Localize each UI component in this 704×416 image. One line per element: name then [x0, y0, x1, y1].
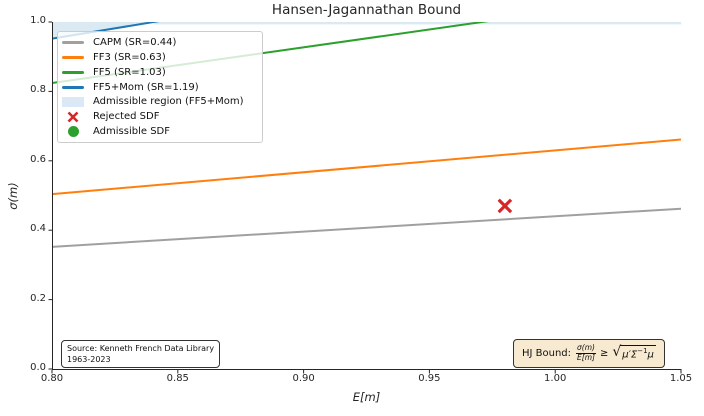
legend-item-label: Admissible SDF: [93, 126, 170, 138]
legend-item-admissible-region: Admissible region (FF5+Mom): [62, 94, 258, 109]
line-swatch-icon: [62, 85, 84, 89]
circle-marker-icon: [62, 126, 84, 138]
legend: CAPM (SR=0.44) FF3 (SR=0.63) FF5 (SR=1.0…: [57, 31, 263, 143]
legend-item-ff3: FF3 (SR=0.63): [62, 50, 258, 65]
x-tick-label: 1.00: [544, 373, 567, 384]
legend-item-label: FF5 (SR=1.03): [93, 66, 166, 78]
y-tick-label: 0.2: [30, 292, 46, 304]
x-axis-label: E[m]: [352, 390, 381, 404]
hj-bound-annotation-box: HJ Bound: σ(m) E[m] ≥ √ μ′Σ−1μ: [513, 339, 665, 368]
rejected-sdf-marker: [497, 198, 513, 214]
legend-item-ff5mom: FF5+Mom (SR=1.19): [62, 80, 258, 95]
y-tick-label: 0.4: [30, 223, 46, 235]
source-annotation-box: Source: Kenneth French Data Library 1963…: [61, 340, 221, 369]
y-tick-label: 0.0: [30, 362, 46, 373]
chart-title: Hansen-Jagannathan Bound: [271, 2, 462, 18]
hj-radicand: μ′Σ−1μ: [620, 345, 656, 361]
legend-item-admissible-sdf: Admissible SDF: [62, 124, 258, 139]
x-tick-label: 0.85: [166, 373, 189, 384]
x-tick-label: 0.90: [292, 373, 315, 384]
x-tick-label: 0.95: [418, 373, 441, 384]
y-tick-label: 0.8: [30, 84, 46, 96]
hj-sqrt: √ μ′Σ−1μ: [612, 345, 656, 361]
source-line2: 1963-2023: [67, 355, 111, 365]
hj-fraction-numerator: σ(m): [576, 343, 596, 354]
legend-item-label: CAPM (SR=0.44): [93, 36, 177, 48]
x-marker-icon: [62, 111, 84, 123]
legend-item-label: FF5+Mom (SR=1.19): [93, 81, 199, 93]
hj-fraction: σ(m) E[m]: [576, 344, 596, 362]
y-tick-label: 0.6: [30, 153, 46, 165]
x-tick-label: 0.80: [40, 373, 64, 384]
line-swatch-icon: [62, 40, 84, 44]
x-tick-label: 1.05: [669, 373, 693, 384]
patch-swatch-icon: [62, 96, 84, 107]
legend-item-capm: CAPM (SR=0.44): [62, 35, 258, 50]
radical-icon: √: [612, 344, 622, 361]
hj-bound-prefix: HJ Bound:: [522, 348, 572, 359]
line-swatch-icon: [62, 70, 84, 74]
hj-fraction-denominator: E[m]: [577, 353, 595, 362]
admissible-region-top-sliver: [153, 22, 681, 25]
legend-item-label: Rejected SDF: [93, 111, 160, 123]
legend-item-rejected-sdf: Rejected SDF: [62, 109, 258, 124]
y-axis-label: σ(m): [6, 182, 20, 210]
source-line1: Source: Kenneth French Data Library: [67, 344, 215, 353]
bound-line-1: [52, 138, 681, 196]
y-tick-label: 1.0: [30, 15, 46, 26]
legend-item-ff5: FF5 (SR=1.03): [62, 65, 258, 80]
bound-line-0: [52, 207, 681, 248]
line-swatch-icon: [62, 55, 84, 59]
hj-relation: ≥: [599, 348, 609, 359]
legend-item-label: Admissible region (FF5+Mom): [93, 96, 244, 108]
legend-item-label: FF3 (SR=0.63): [93, 51, 166, 63]
